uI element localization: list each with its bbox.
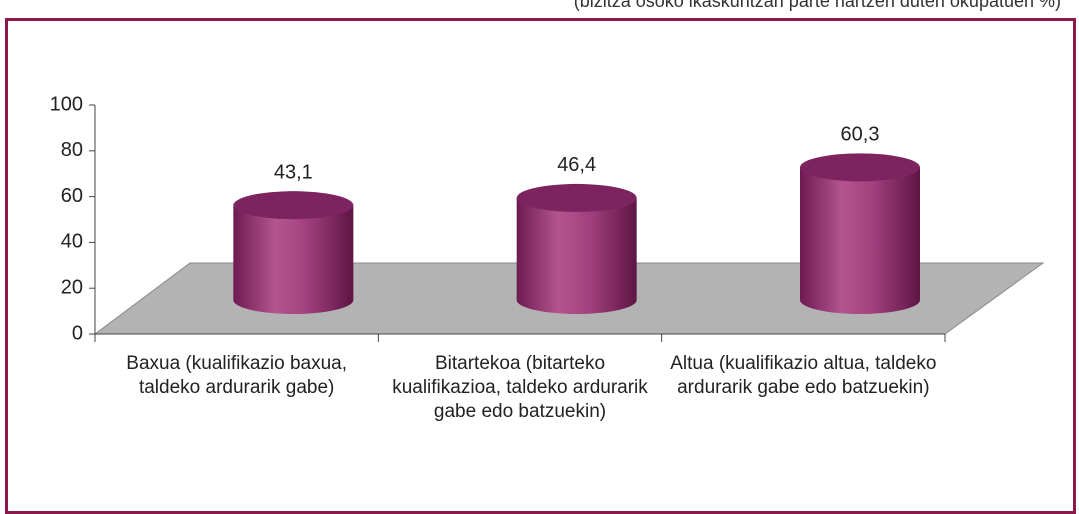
y-tick-label: 20 [61,276,83,298]
value-label: 43,1 [274,161,313,183]
cylinder-body [233,205,354,314]
subtitle: (bizitza osoko ikaskuntzan parte hartzen… [573,0,1061,11]
value-label: 60,3 [841,124,880,146]
y-tick-label: 60 [61,185,83,207]
cylinder-top [233,191,354,220]
cylinder-top [800,153,920,182]
x-tick-label: Bitartekoa (bitarteko kualifikazioa, tal… [392,353,648,422]
cylinder [233,191,354,314]
x-tick-label: Baxua (kualifikazio baxua, taldeko ardur… [126,353,348,398]
y-tick-label: 40 [61,231,83,253]
cylinder [516,183,637,314]
cylinder [800,153,920,314]
cylinder-body [800,167,920,314]
y-tick-label: 0 [72,322,83,344]
y-tick-label: 80 [61,139,83,161]
x-tick-label: Altua (kualifikazio altua, taldeko ardur… [670,353,937,398]
value-label: 46,4 [557,154,596,176]
y-tick-label: 100 [50,93,83,115]
cylinder-body [516,197,637,314]
cylinder-top [516,183,637,212]
